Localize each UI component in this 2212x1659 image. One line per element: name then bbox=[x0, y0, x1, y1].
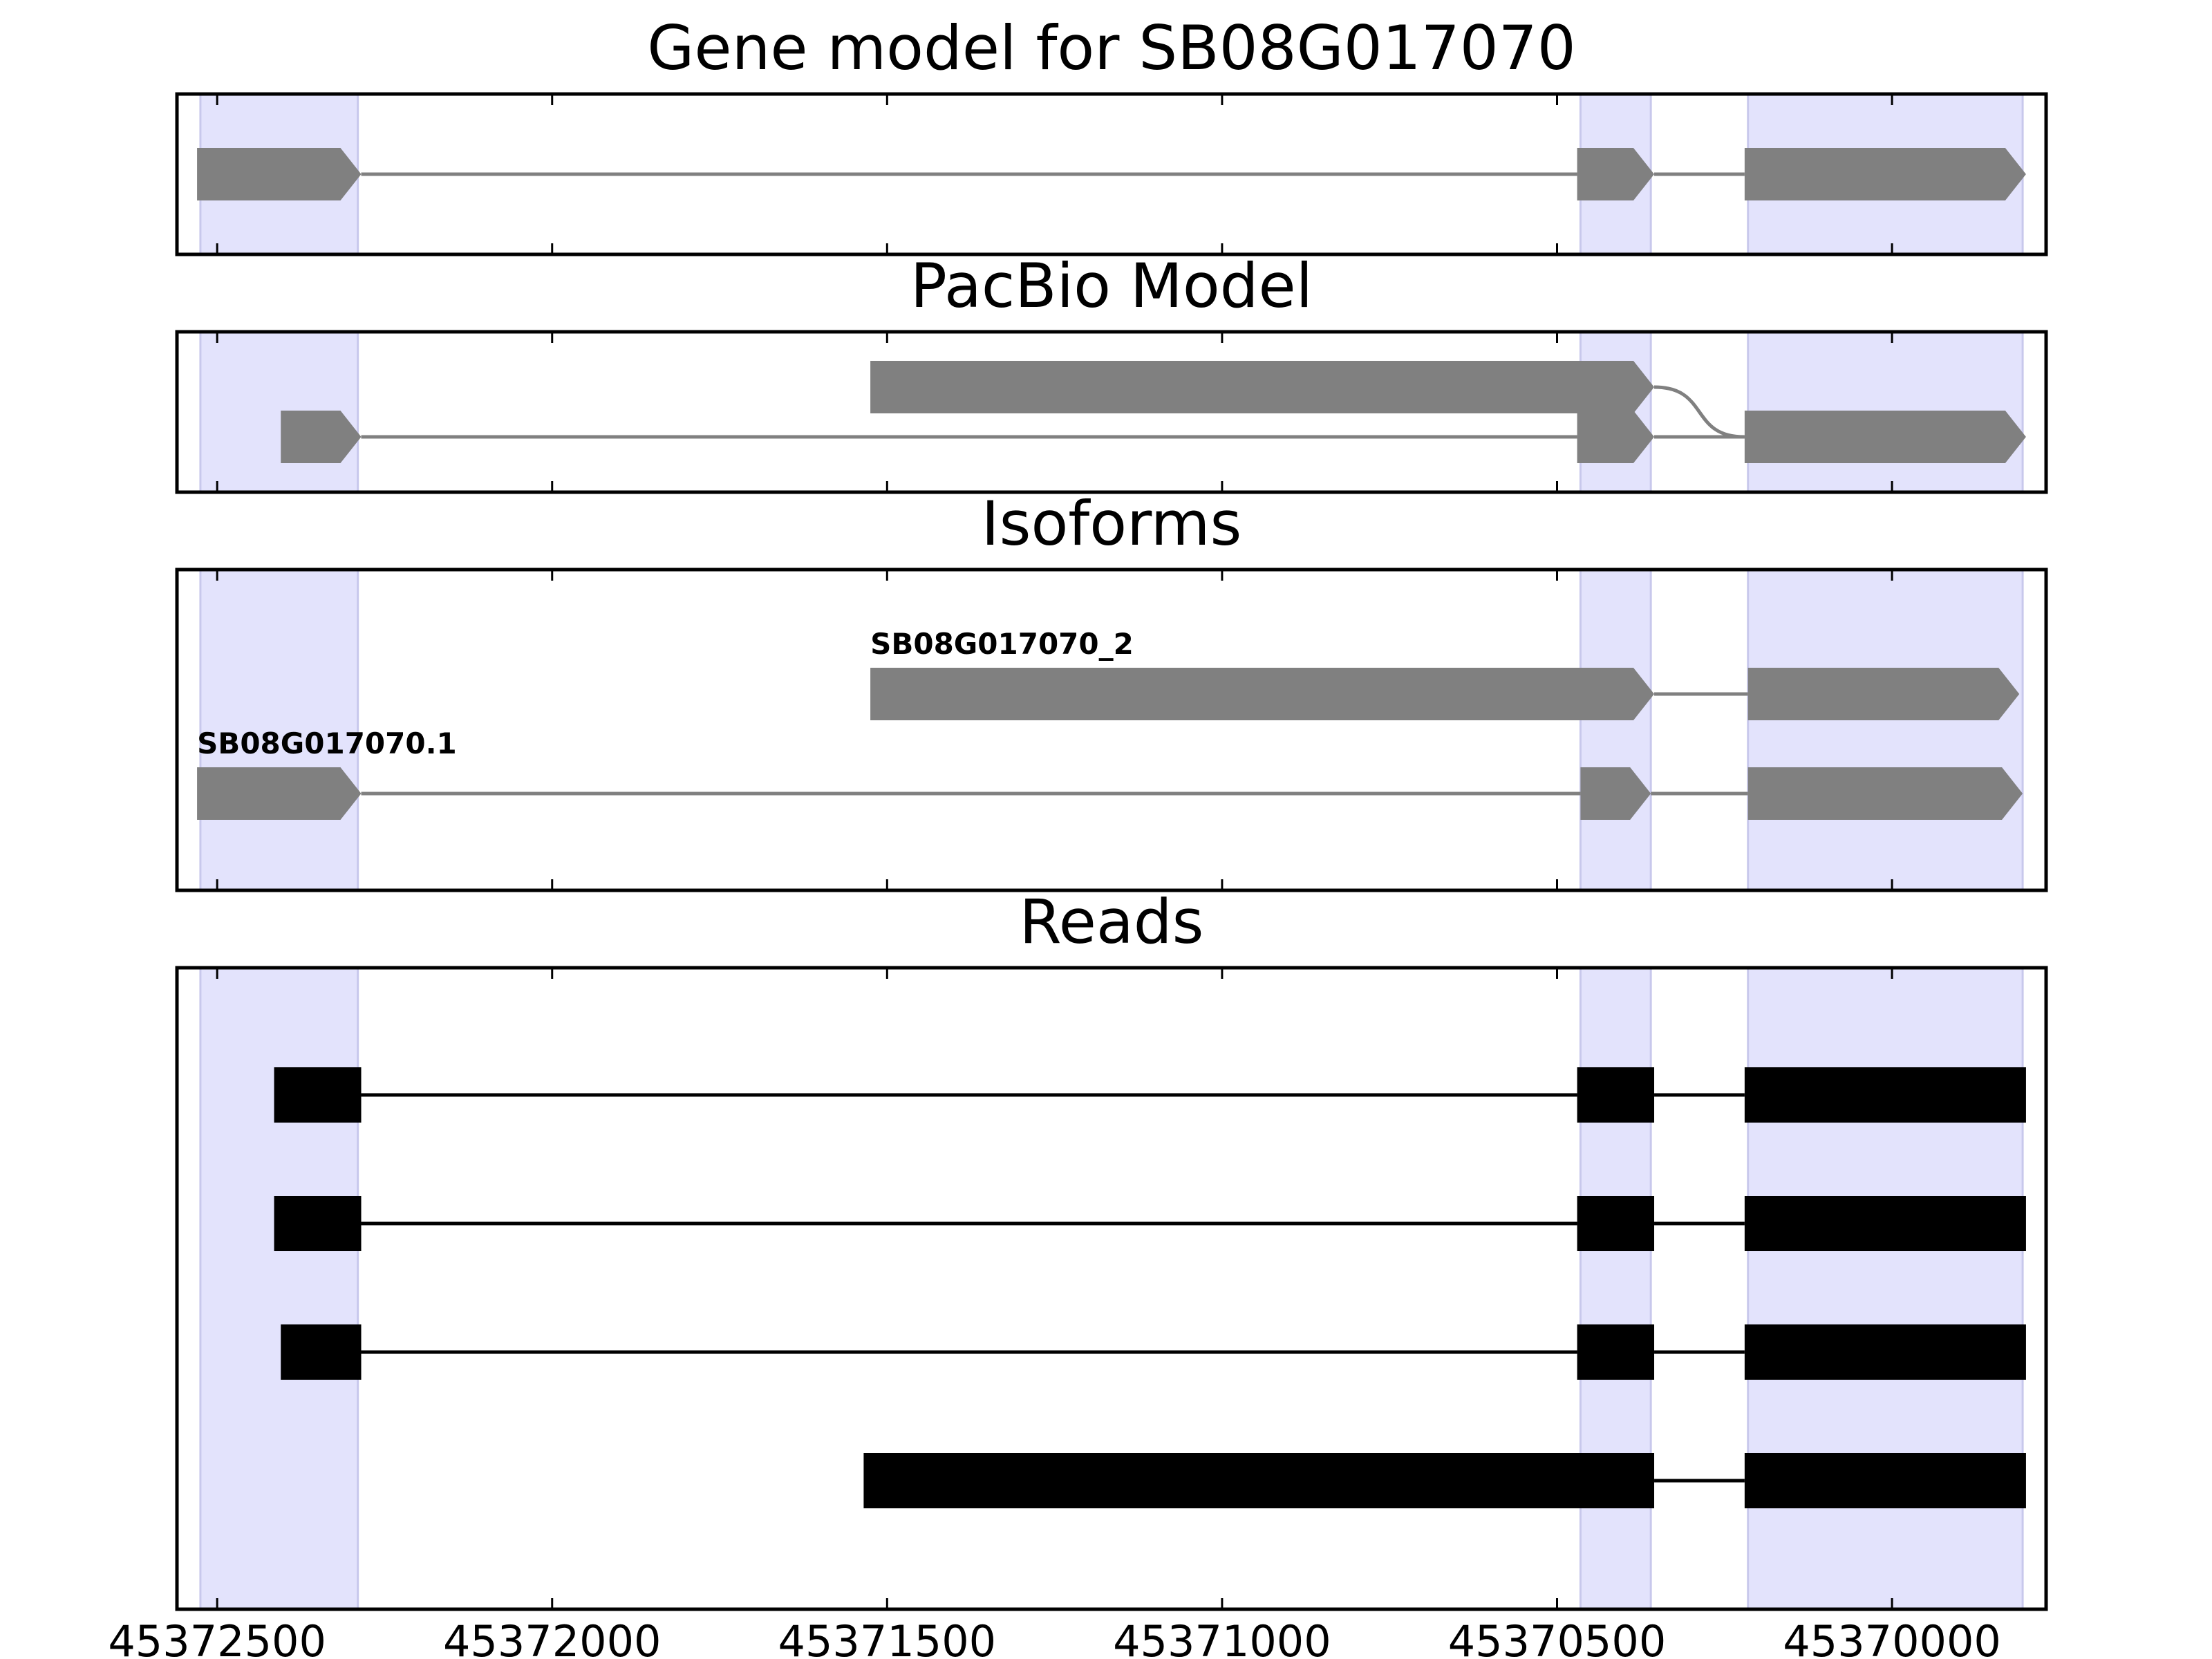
isoform-label: SB08G017070.1 bbox=[197, 727, 457, 760]
read-block bbox=[1577, 1324, 1655, 1380]
read-block bbox=[1744, 1324, 2026, 1380]
panel-title: Isoforms bbox=[982, 488, 1242, 559]
x-tick-label: 45371000 bbox=[1113, 1616, 1331, 1659]
read-block bbox=[1744, 1453, 2026, 1508]
exon-arrow bbox=[281, 411, 362, 463]
exon-arrow bbox=[197, 767, 362, 820]
highlight-region bbox=[199, 966, 359, 1611]
track-3-1 bbox=[274, 1196, 2026, 1251]
isoform-label: SB08G017070_2 bbox=[870, 627, 1134, 661]
exon-arrow bbox=[1577, 148, 1655, 200]
read-block bbox=[1577, 1196, 1655, 1251]
exon-arrow bbox=[197, 148, 362, 200]
panel-frame bbox=[175, 330, 2048, 494]
read-block bbox=[281, 1324, 362, 1380]
panels-layer: Gene model for SB08G017070 PacBio Model Is… bbox=[108, 12, 2048, 1659]
panel-frame bbox=[175, 966, 2048, 1611]
exon-arrow bbox=[1744, 148, 2026, 200]
exon-arrow bbox=[1577, 411, 1655, 463]
panel-2: Isoforms SB08G017070_2 SB08G017070.1 bbox=[175, 488, 2048, 892]
panel-frame bbox=[175, 568, 2048, 892]
panel-1: PacBio Model bbox=[175, 250, 2048, 494]
panel-0: Gene model for SB08G017070 bbox=[175, 12, 2048, 256]
track-3-2 bbox=[281, 1324, 2026, 1380]
panel-title: Gene model for SB08G017070 bbox=[647, 12, 1576, 84]
exon-arrow bbox=[1744, 411, 2026, 463]
panel-title: PacBio Model bbox=[910, 250, 1313, 321]
highlight-region bbox=[1579, 966, 1652, 1611]
x-tick-label: 45372000 bbox=[443, 1616, 662, 1659]
panel-title: Reads bbox=[1020, 886, 1204, 957]
track-0-0 bbox=[197, 148, 2026, 200]
highlight-region bbox=[1579, 568, 1652, 892]
x-tick-label: 45370000 bbox=[1783, 1616, 2001, 1659]
track-2-1: SB08G017070.1 bbox=[197, 727, 2023, 820]
exon-arrow bbox=[1580, 767, 1651, 820]
track-1-0 bbox=[870, 361, 1745, 439]
read-block bbox=[863, 1453, 1655, 1508]
read-block bbox=[1744, 1067, 2026, 1123]
highlight-region bbox=[1747, 966, 2024, 1611]
track-3-3 bbox=[863, 1453, 2026, 1508]
read-block bbox=[1744, 1196, 2026, 1251]
read-block bbox=[274, 1067, 362, 1123]
read-block bbox=[274, 1196, 362, 1251]
exon-arrow bbox=[870, 668, 1655, 720]
x-tick-label: 45372500 bbox=[108, 1616, 326, 1659]
track-3-0 bbox=[274, 1067, 2026, 1123]
panel-3: Reads bbox=[175, 886, 2048, 1611]
read-block bbox=[1577, 1067, 1655, 1123]
track-1-1 bbox=[281, 411, 2026, 463]
x-tick-label: 45370500 bbox=[1448, 1616, 1667, 1659]
highlight-region bbox=[1747, 568, 2024, 892]
track-2-0: SB08G017070_2 bbox=[870, 627, 2020, 720]
x-tick-label: 45371500 bbox=[778, 1616, 997, 1659]
exon-arrow bbox=[1747, 668, 2020, 720]
exon-arrow bbox=[870, 361, 1655, 413]
panel-frame bbox=[175, 92, 2048, 256]
junction-curve bbox=[1654, 385, 1745, 439]
exon-arrow bbox=[1747, 767, 2023, 820]
